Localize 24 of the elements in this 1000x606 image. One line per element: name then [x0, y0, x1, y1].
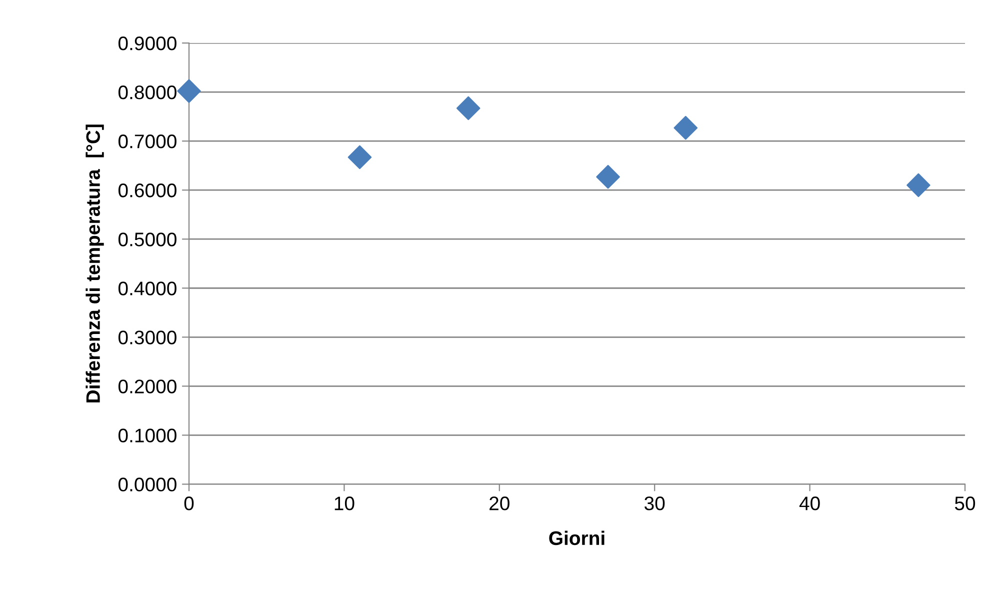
y-tick-label: 0.3000 [118, 330, 176, 344]
y-axis-title: Differenza di temperatura [°C] [86, 124, 104, 402]
x-tick-label: 20 [490, 496, 510, 510]
point [906, 173, 930, 198]
y-tick-label: 0.7000 [118, 134, 176, 148]
point [456, 96, 480, 120]
y-tick-label: 0.8000 [118, 86, 176, 100]
x-tick-label: 0 [184, 496, 194, 510]
y-tick-label: 0.1000 [118, 428, 176, 442]
x-tick-label: 30 [644, 496, 665, 510]
point [177, 79, 201, 103]
point [348, 145, 372, 170]
y-tick-label: 0.9000 [118, 36, 176, 50]
x-axis-title: Giorni [549, 530, 604, 546]
y-tick-label: 0.4000 [118, 282, 176, 296]
y-tick-label: 0.5000 [118, 232, 176, 246]
point [596, 164, 620, 189]
y-tick-label: 0.2000 [118, 380, 176, 394]
x-tick-label: 40 [799, 496, 820, 510]
y-tick-label: 0.6000 [118, 184, 176, 198]
x-tick-label: 10 [334, 496, 354, 510]
x-tick-label: 50 [954, 496, 976, 510]
point [674, 116, 698, 140]
y-tick-label: 0.0000 [118, 478, 176, 492]
